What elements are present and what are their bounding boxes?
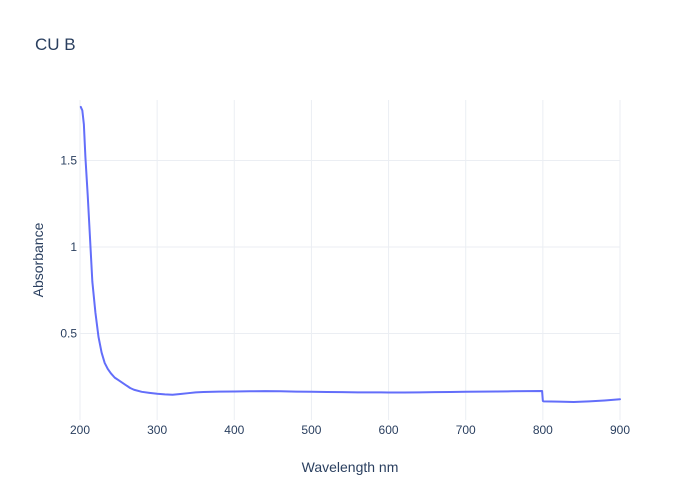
x-axis-ticks: 200 300 400 500 600 700 800 900 [70, 423, 630, 437]
y-tick-label: 1 [70, 240, 77, 254]
x-tick-label: 700 [456, 423, 476, 437]
x-axis-title: Wavelength nm [302, 459, 399, 475]
y-gridlines [80, 160, 620, 335]
y-tick-label: 0.5 [60, 327, 77, 341]
x-tick-label: 500 [301, 423, 321, 437]
x-gridlines [79, 100, 621, 420]
y-axis-ticks: 0.5 1 1.5 [60, 154, 77, 341]
series-layer [79, 105, 621, 404]
x-tick-label: 600 [379, 423, 399, 437]
y-axis-title: Absorbance [30, 222, 46, 297]
x-tick-label: 800 [533, 423, 553, 437]
y-tick-label: 1.5 [60, 154, 77, 168]
series-line-0 [79, 105, 621, 404]
x-tick-label: 300 [147, 423, 167, 437]
chart-title: CU B [35, 35, 76, 54]
x-tick-label: 900 [610, 423, 630, 437]
x-tick-label: 200 [70, 423, 90, 437]
x-tick-label: 400 [224, 423, 244, 437]
